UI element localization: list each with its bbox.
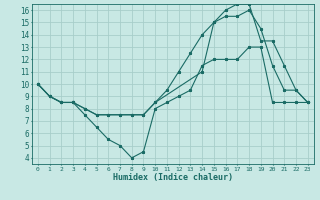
X-axis label: Humidex (Indice chaleur): Humidex (Indice chaleur) — [113, 173, 233, 182]
